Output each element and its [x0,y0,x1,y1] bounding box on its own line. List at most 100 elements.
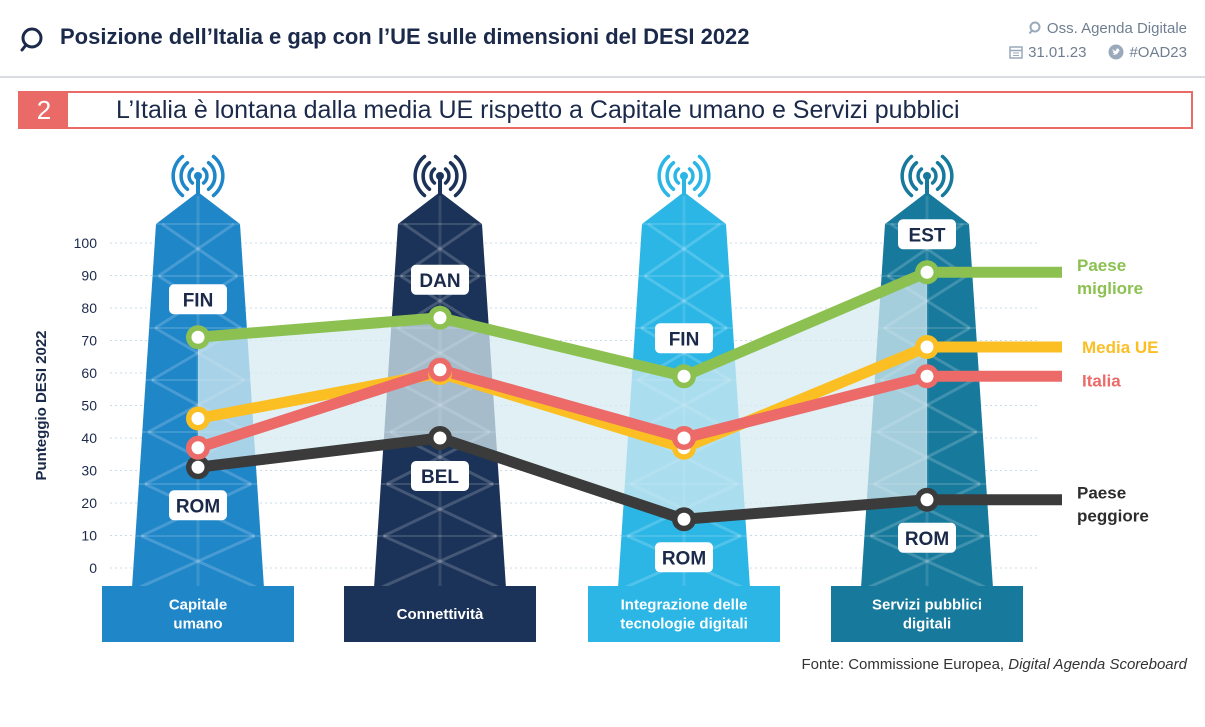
y-tick-label: 90 [81,268,97,284]
category-label: Servizi pubblici digitali [872,597,982,633]
y-tick-label: 80 [81,300,97,316]
wifi-wave-icon [421,160,432,192]
country-label-box [655,323,713,354]
tower-brace [643,222,721,278]
wifi-wave-icon [179,160,190,192]
category-box [831,586,1023,642]
wifi-wave-icon [916,167,924,185]
page-title: Posizione dell’Italia e gap con l’UE sul… [60,24,750,49]
wifi-wave-icon [443,167,451,185]
y-tick-label: 40 [81,430,97,446]
country-label-box [655,542,713,573]
y-tick-label: 10 [81,528,97,544]
legend-line: migliore [1077,279,1143,298]
wifi-wave-icon [657,154,671,198]
tower-brace [157,222,235,278]
source-prefix: Fonte: Commissione Europea, [801,656,1009,673]
category-label: Connettività [397,606,484,623]
category-label: Integrazione delle tecnologie digitali [620,597,748,633]
magnifier-logo-icon [20,27,43,52]
wifi-wave-icon [413,154,427,198]
wifi-wave-icon [187,167,195,185]
point-center [920,265,934,279]
wifi-wave-icon [940,154,954,198]
point-center [677,431,691,445]
tower-brace [382,534,501,590]
point-center [191,412,205,425]
wifi-wave-icon [673,167,681,185]
gap-area [198,272,927,520]
source-italic: Digital Agenda Scoreboard [1008,656,1187,673]
tower-brace [379,534,498,590]
tower-brace [137,534,256,590]
wifi-wave-icon [908,160,919,192]
category-label: Capitale umano [169,597,227,633]
point-center [191,441,205,455]
category-label-line: Servizi pubblici [872,597,982,614]
legend-line: peggiore [1077,506,1149,525]
legend-italy: Italia [1082,371,1121,390]
tower-brace [140,534,259,590]
wifi-wave-icon [692,160,703,192]
country-label-box [411,264,469,295]
point-center [920,493,934,507]
meta-org: Oss. Agenda Digitale [1046,19,1187,37]
header-divider [0,76,1205,78]
country-label: ROM [176,496,220,517]
tower-brace [382,482,494,538]
subtitle-box: 2 L’Italia è lontana dalla media UE risp… [18,91,1193,129]
point-center [920,340,934,354]
point-center [433,363,447,377]
y-tick-label: 20 [81,495,97,511]
point-center [920,369,934,383]
legend-line: Italia [1082,371,1121,390]
country-label: FIN [669,329,700,350]
y-tick-label: 30 [81,463,97,479]
legend-worst: Paese peggiore [1077,483,1149,525]
country-label-box [898,219,956,250]
twitter-icon [1108,44,1124,60]
country-label: EST [909,225,946,246]
country-label: BEL [421,467,459,488]
point-center [677,512,691,526]
y-tick-label: 60 [81,365,97,381]
wifi-wave-icon [935,160,946,192]
country-label-box [411,461,469,491]
point-center [677,369,691,383]
search-icon [1028,21,1041,35]
header: Posizione dell’Italia e gap con l’UE sul… [0,0,1205,76]
tower-brace [643,274,728,330]
category-label-line: umano [173,616,222,633]
tower-brace [869,534,988,590]
legend-best: Paese migliore [1077,256,1143,298]
wifi-wave-icon [665,160,676,192]
wifi-wave-icon [697,154,711,198]
wifi-wave-icon [687,167,695,185]
wifi-wave-icon [429,167,437,185]
country-label: ROM [662,548,706,569]
legend-line: Paese [1077,256,1126,275]
country-label-box [169,490,227,521]
subtitle-number: 2 [20,93,68,127]
wifi-wave-icon [171,154,185,198]
wifi-wave-icon [900,154,914,198]
point-center [433,431,447,445]
category-box [344,586,536,642]
country-label-box [898,522,956,553]
country-label-box [169,284,227,315]
wifi-wave-icon [453,154,467,198]
category-label-line: Capitale [169,597,227,614]
tower-brace [866,534,985,590]
point-center [191,330,205,344]
y-tick-label: 100 [74,235,98,251]
y-tick-label: 50 [81,398,97,414]
subtitle-text: L’Italia è lontana dalla media UE rispet… [116,96,960,124]
legend-line: Paese [1077,483,1126,502]
meta-date: 31.01.23 [1028,43,1087,61]
wifi-wave-icon [211,154,225,198]
tower-brace [640,274,725,330]
category-box [588,586,780,642]
category-label-line: tecnologie digitali [620,616,748,633]
tower-brace [386,482,498,538]
point-center [433,311,447,325]
